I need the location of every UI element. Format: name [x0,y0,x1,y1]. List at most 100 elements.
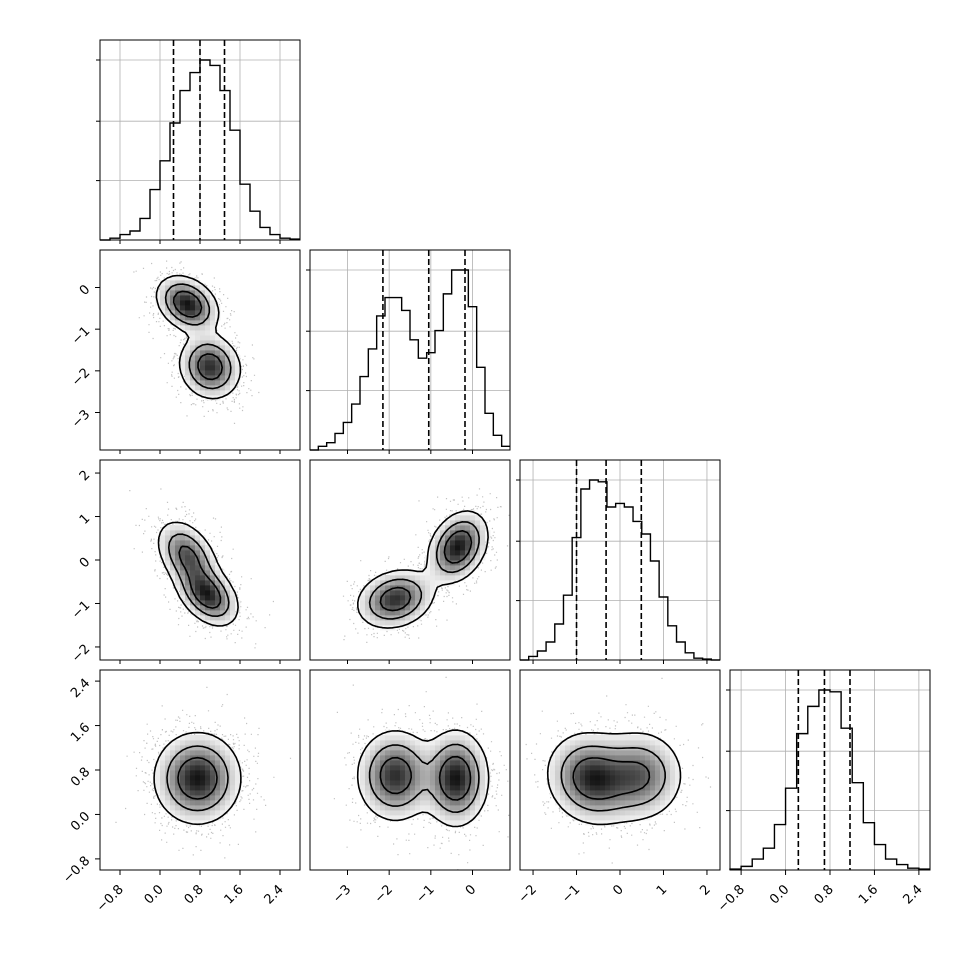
pair-0-3-cell [165,765,171,771]
pair-0-2-cell [200,550,206,556]
hist-panel-0 [96,39,301,241]
xtick-label-p3-4: 2.4 [900,882,925,907]
pair-2-3-cell [655,765,661,771]
pair-2-3-cell [610,740,616,746]
pair-0-2-cell [170,550,176,556]
pair-0-1-cell [185,345,191,351]
pair-0-3-cell [185,740,191,746]
pair-1-3-cell [395,810,401,816]
pair-0-1-cell [185,320,191,326]
pair-1-3-cell [455,740,461,746]
pair-0-1-cell [190,370,196,376]
pair-0-3-cell [210,785,216,791]
pair-0-3-cell [190,770,196,776]
pair-1-3-cell [400,815,406,821]
pair-0-3-cell [155,770,161,776]
pair-2-3-cell [610,790,616,796]
pair-1-2-cell [435,575,441,581]
pair-2-3-cell [640,750,646,756]
pair-1-3-cell [385,740,391,746]
pair-0-2-cell [215,570,221,576]
pair-0-3-cell [190,810,196,816]
pair-2-3-cell [665,780,671,786]
pair-1-3-cell [390,775,396,781]
pair-0-3-cell [225,795,231,801]
pair-0-2-cell [200,555,206,561]
pair-2-3-cell [660,770,666,776]
pair-1-3-cell [460,770,466,776]
pair-2-3-cell [550,755,556,761]
pair-1-3-cell [460,800,466,806]
pair-0-2-cell [190,605,196,611]
pair-0-1-cell [215,335,221,341]
pair-1-3-cell [465,745,471,751]
pair-0-3-cell [200,775,206,781]
pair-0-1-cell [220,390,226,396]
pair-1-3-cell [360,775,366,781]
pair-0-2-cell [180,555,186,561]
pair-0-1-cell [230,355,236,361]
xtick-label-p2-4: 2 [697,882,713,898]
pair-1-3-cell [435,810,441,816]
pair-1-3-cell [465,755,471,761]
ytick-label-p1-0: −3 [69,407,93,431]
pair-2-3-cell [635,795,641,801]
pair-0-1-cell [205,355,211,361]
pair-2-3-cell [655,805,661,811]
pair-0-2-cell [195,610,201,616]
pair-1-3-cell [430,755,436,761]
pair-1-2-cell [425,575,431,581]
ytick-label-p3-3: 1.6 [68,720,93,745]
pair-0-1-cell [195,375,201,381]
pair-0-1-cell [190,295,196,301]
ytick-label-p1-3: 0 [77,282,93,298]
pair-1-2-cell [400,580,406,586]
pair-1-3-cell [410,810,416,816]
pair-1-3-cell [425,780,431,786]
pair-1-3-cell [430,745,436,751]
pair-0-3-cell [210,750,216,756]
pair-1-3-cell [470,745,476,751]
pair-0-3-cell [200,800,206,806]
pair-0-1-cell [215,380,221,386]
pair-1-3-cell [470,780,476,786]
pair-0-2-cell [210,600,216,606]
pair-1-3-cell [360,790,366,796]
pair-1-3-cell [455,785,461,791]
pair-2-3-cell [625,785,631,791]
pair-1-2-cell [460,545,466,551]
pair-2-3-cell [605,810,611,816]
pair-1-2-cell [440,545,446,551]
pair-0-1-cell [205,380,211,386]
pair-1-3-cell [385,780,391,786]
pair-2-3-cell [550,790,556,796]
pair-1-3-cell [400,800,406,806]
pair-panel-2-3 [519,669,721,871]
pair-0-2-clip [129,488,274,649]
pair-2-3-cell [570,785,576,791]
pair-1-3-cell [465,735,471,741]
pair-1-2-cell [405,570,411,576]
pair-1-3-cell [385,760,391,766]
pair-0-3-cell [225,750,231,756]
pair-1-3-cell [470,750,476,756]
pair-1-3-cell [365,775,371,781]
pair-1-2-cell [470,545,476,551]
pair-1-3-cell [425,800,431,806]
pair-2-3-cell [570,740,576,746]
pair-0-1-cell [165,285,171,291]
pair-0-1-cell [220,355,226,361]
pair-1-3-cell [445,805,451,811]
pair-1-3-cell [400,770,406,776]
pair-0-1-cell [230,380,236,386]
pair-1-3-cell [445,760,451,766]
pair-2-3-cell [620,770,626,776]
pair-1-2-frame [309,459,511,661]
pair-2-3-cell [640,810,646,816]
pair-2-3-cell [565,775,571,781]
pair-1-3-cell [400,745,406,751]
pair-1-3-cell [440,790,446,796]
pair-1-2-cell [445,545,451,551]
pair-2-3-cell [595,805,601,811]
pair-2-3-cell [600,795,606,801]
